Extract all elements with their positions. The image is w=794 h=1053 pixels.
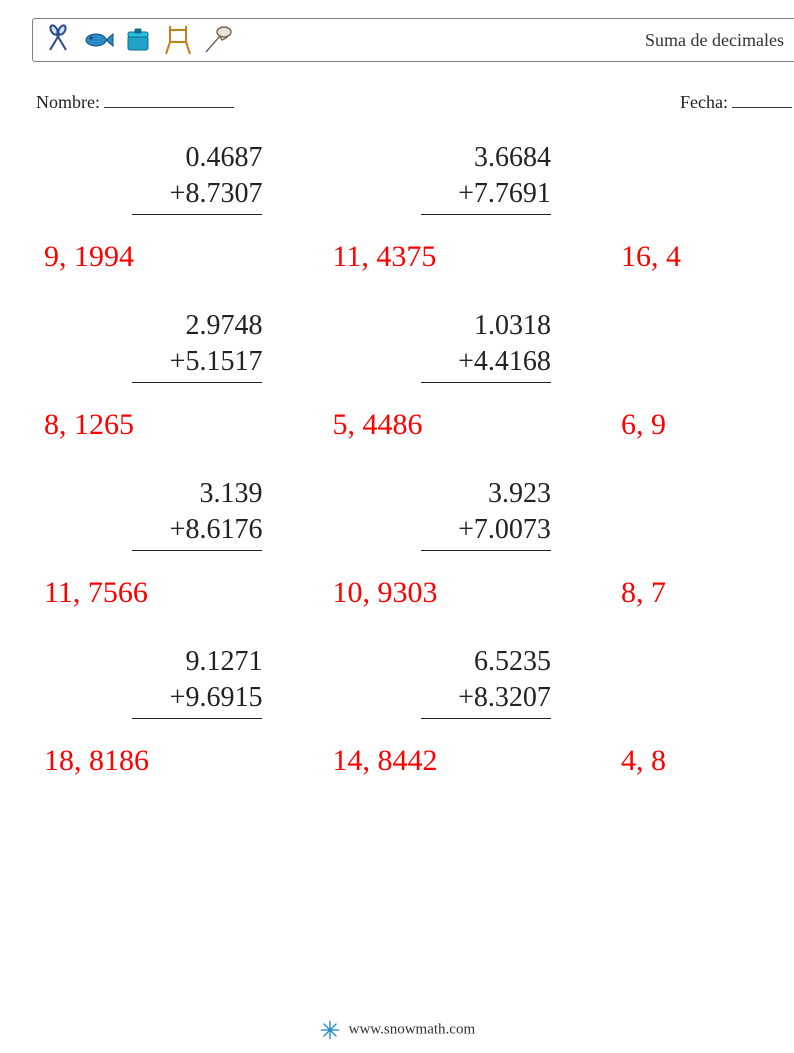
problem-cell: 3.923 +7.0073 10, 9303 — [332, 476, 620, 644]
problem-cell: 6.5235 +8.3207 14, 8442 — [332, 644, 620, 812]
sum-rule — [421, 550, 551, 551]
problem-cell: 1.0318 +4.4168 5, 4486 — [332, 308, 620, 476]
problem-cell: 2.9748 +5.1517 8, 1265 — [44, 308, 332, 476]
operand-1: 3.923 — [421, 476, 551, 512]
addition-stack: 1.0318 +4.4168 — [421, 308, 551, 383]
operand-1: 0.4687 — [132, 140, 262, 176]
answer: 8, 7 — [621, 576, 666, 610]
operand-2: +5.1517 — [132, 344, 262, 380]
addition-stack: 6.5235 +8.3207 — [421, 644, 551, 719]
date-label: Fecha: — [680, 92, 728, 113]
addition-stack: 9.1271 +9.6915 — [132, 644, 262, 719]
problem-row: 9.1271 +9.6915 18, 8186 6.5235 +8.3207 1… — [44, 644, 794, 812]
operand-1: 1.0318 — [421, 308, 551, 344]
operand-1: 3.6684 — [421, 140, 551, 176]
problem-cell: 8, 7 — [621, 476, 794, 644]
operand-1: 6.5235 — [421, 644, 551, 680]
operand-2: +7.0073 — [421, 512, 551, 548]
problem-cell: 4, 8 — [621, 644, 794, 812]
answer: 11, 7566 — [44, 576, 148, 610]
answer: 10, 9303 — [332, 576, 437, 610]
answer: 18, 8186 — [44, 744, 149, 778]
operand-1: 9.1271 — [132, 644, 262, 680]
problem-row: 2.9748 +5.1517 8, 1265 1.0318 +4.4168 5,… — [44, 308, 794, 476]
footer-url: www.snowmath.com — [349, 1021, 476, 1037]
problem-grid: 0.4687 +8.7307 9, 1994 3.6684 +7.7691 11… — [44, 140, 794, 812]
sum-rule — [421, 382, 551, 383]
sum-rule — [132, 718, 262, 719]
operand-1: 3.139 — [132, 476, 262, 512]
answer: 8, 1265 — [44, 408, 134, 442]
addition-stack: 3.139 +8.6176 — [132, 476, 262, 551]
sum-rule — [132, 550, 262, 551]
operand-2: +9.6915 — [132, 680, 262, 716]
problem-cell: 16, 4 — [621, 140, 794, 308]
problem-row: 0.4687 +8.7307 9, 1994 3.6684 +7.7691 11… — [44, 140, 794, 308]
icon-row — [41, 23, 235, 57]
answer: 5, 4486 — [332, 408, 422, 442]
worksheet-title: Suma de decimales — [645, 30, 786, 51]
footer: www.snowmath.com — [0, 1019, 794, 1041]
operand-2: +8.3207 — [421, 680, 551, 716]
snowflake-icon — [319, 1019, 341, 1041]
date-blank[interactable] — [732, 93, 792, 108]
operand-2: +8.7307 — [132, 176, 262, 212]
answer: 14, 8442 — [332, 744, 437, 778]
operand-2: +8.6176 — [132, 512, 262, 548]
addition-stack: 3.6684 +7.7691 — [421, 140, 551, 215]
sum-rule — [132, 214, 262, 215]
net-icon — [201, 23, 235, 57]
fish-icon — [81, 23, 115, 57]
answer: 6, 9 — [621, 408, 666, 442]
operand-2: +4.4168 — [421, 344, 551, 380]
problem-cell: 6, 9 — [621, 308, 794, 476]
operand-1: 2.9748 — [132, 308, 262, 344]
addition-stack: 3.923 +7.0073 — [421, 476, 551, 551]
problem-cell: 3.6684 +7.7691 11, 4375 — [332, 140, 620, 308]
answer: 4, 8 — [621, 744, 666, 778]
cooler-icon — [121, 23, 155, 57]
problem-row: 3.139 +8.6176 11, 7566 3.923 +7.0073 10,… — [44, 476, 794, 644]
answer: 11, 4375 — [332, 240, 436, 274]
sum-rule — [421, 214, 551, 215]
header-banner: Suma de decimales — [32, 18, 794, 62]
chair-icon — [161, 23, 195, 57]
addition-stack: 2.9748 +5.1517 — [132, 308, 262, 383]
answer: 9, 1994 — [44, 240, 134, 274]
sum-rule — [421, 718, 551, 719]
problem-cell: 0.4687 +8.7307 9, 1994 — [44, 140, 332, 308]
problem-cell: 3.139 +8.6176 11, 7566 — [44, 476, 332, 644]
meta-row: Nombre: Fecha: — [36, 92, 794, 113]
sum-rule — [132, 382, 262, 383]
problem-cell: 9.1271 +9.6915 18, 8186 — [44, 644, 332, 812]
name-blank[interactable] — [104, 93, 234, 108]
name-label: Nombre: — [36, 92, 100, 113]
oars-icon — [41, 23, 75, 57]
answer: 16, 4 — [621, 240, 681, 274]
operand-2: +7.7691 — [421, 176, 551, 212]
addition-stack: 0.4687 +8.7307 — [132, 140, 262, 215]
